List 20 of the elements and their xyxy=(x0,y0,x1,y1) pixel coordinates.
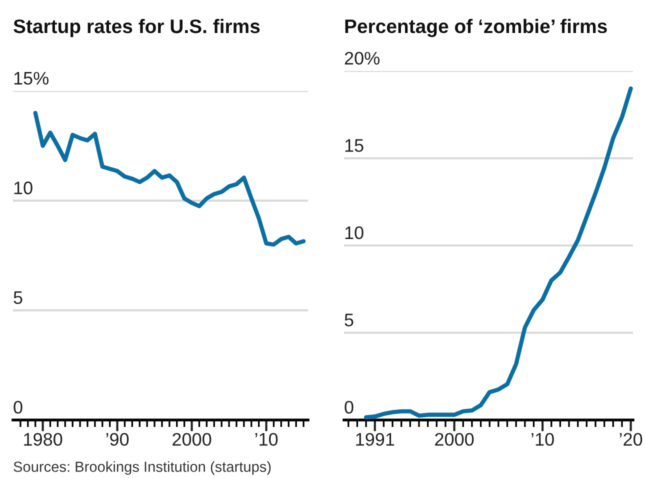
x-tick-label: ’10 xyxy=(255,432,278,446)
x-tick-label: ’90 xyxy=(106,432,129,446)
x-tick-label: 2000 xyxy=(172,432,212,446)
y-tick-label: 5 xyxy=(344,314,354,326)
x-tick-label: ’10 xyxy=(532,432,554,446)
y-tick-label: 15 xyxy=(345,139,364,152)
y-tick-label: 0 xyxy=(344,400,354,414)
x-tick-label: ’20 xyxy=(620,432,642,446)
y-tick-label: 5 xyxy=(14,291,22,304)
chart-title: Startup rates for U.S. firms xyxy=(14,18,260,38)
y-tick-label: 20% xyxy=(344,52,380,65)
x-tick-label: 1991 xyxy=(356,432,394,446)
y-tick-label: 10 xyxy=(14,182,32,194)
x-tick-label: 1980 xyxy=(24,432,62,446)
x-tick-label: 2000 xyxy=(435,432,474,446)
y-tick-label: 15% xyxy=(14,72,48,85)
source-note: Sources: Brookings Institution (startups) xyxy=(14,461,271,475)
y-tick-label: 0 xyxy=(14,400,22,414)
chart-title: Percentage of ‘zombie’ firms xyxy=(345,18,607,38)
y-tick-label: 10 xyxy=(345,226,364,240)
